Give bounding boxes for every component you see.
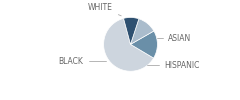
Wedge shape bbox=[124, 17, 139, 44]
Text: WHITE: WHITE bbox=[88, 3, 121, 16]
Text: ASIAN: ASIAN bbox=[157, 34, 192, 43]
Wedge shape bbox=[104, 18, 154, 71]
Text: BLACK: BLACK bbox=[59, 56, 106, 66]
Wedge shape bbox=[131, 19, 154, 44]
Text: HISPANIC: HISPANIC bbox=[147, 61, 199, 70]
Wedge shape bbox=[131, 31, 157, 58]
